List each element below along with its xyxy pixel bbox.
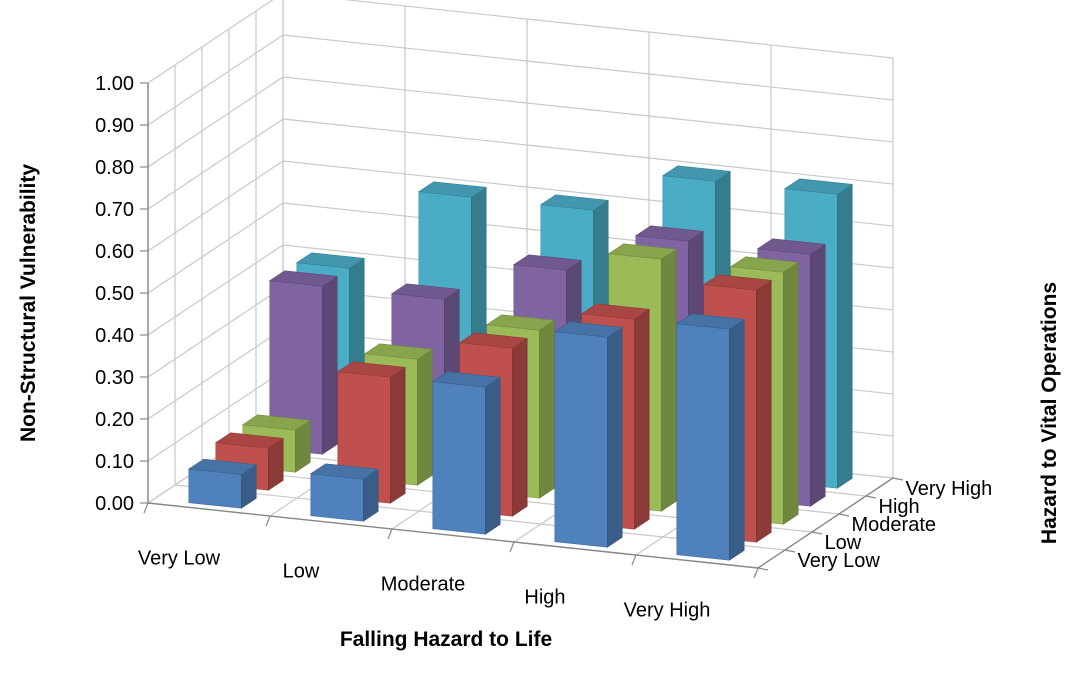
bar-top-face bbox=[539, 194, 610, 211]
bar-top-face bbox=[553, 321, 624, 338]
bar-top-face bbox=[729, 256, 800, 273]
y-tick-label: 0.90 bbox=[95, 115, 134, 137]
bar-side-face bbox=[660, 248, 677, 512]
bar-front-face bbox=[676, 323, 730, 561]
depth-tick-mark bbox=[892, 477, 904, 481]
y-tick-label: 0.50 bbox=[95, 283, 134, 305]
x-tick-mark bbox=[387, 528, 393, 540]
gridline-h bbox=[147, 34, 894, 126]
bar-side-face bbox=[321, 275, 338, 455]
depth-axis-line bbox=[757, 477, 894, 569]
y-tick-label: 0.20 bbox=[95, 409, 134, 431]
depth-tick-mark bbox=[838, 513, 850, 517]
depth-tick-mark bbox=[811, 531, 823, 535]
y-tick-label: 0.60 bbox=[95, 241, 134, 263]
y-tick-label: 0.80 bbox=[95, 157, 134, 179]
bar-side-face bbox=[538, 319, 555, 499]
bar-side-face bbox=[836, 183, 853, 489]
depth-tick-mark bbox=[865, 495, 877, 499]
x-axis-line bbox=[147, 502, 759, 569]
y-tick-label: 1.00 bbox=[95, 73, 134, 95]
bar bbox=[431, 371, 502, 535]
x-tick-mark bbox=[753, 567, 759, 579]
y-tick-label: 0.30 bbox=[95, 367, 134, 389]
bar-top-face bbox=[661, 165, 732, 182]
bar-top-face bbox=[241, 414, 312, 431]
depth-axis-title: Hazard to Vital Operations bbox=[1038, 282, 1061, 544]
depth-tick-label: High bbox=[879, 496, 920, 518]
depth-tick-label: Very Low bbox=[798, 550, 881, 572]
x-tick-mark bbox=[143, 502, 149, 514]
bar-side-face bbox=[511, 337, 528, 517]
bar-top-face bbox=[187, 458, 258, 475]
bar-front-face bbox=[432, 381, 486, 535]
bar-front-face bbox=[554, 331, 608, 548]
depth-tick-label: Very High bbox=[906, 478, 993, 500]
bar-top-face bbox=[336, 361, 407, 378]
y-axis-title: Non-Structural Vulnerability bbox=[17, 164, 40, 442]
bar-side-face bbox=[809, 243, 826, 507]
x-tick-label: Moderate bbox=[381, 574, 466, 596]
depth-tick-label: Moderate bbox=[852, 514, 937, 536]
tick-labels: 0.00 0.10 0.20 0.30 0.40 0.50 0.60 0.70 0.80 0.90… bbox=[95, 73, 992, 622]
bar-top-face bbox=[512, 254, 583, 271]
bar-top-face bbox=[634, 225, 705, 242]
gridline-h bbox=[147, 0, 894, 84]
y-tick-label: 0.10 bbox=[95, 451, 134, 473]
bar-top-face bbox=[390, 283, 461, 300]
y-tick-label: 0.40 bbox=[95, 325, 134, 347]
y-tick-label: 0.00 bbox=[95, 493, 134, 515]
gridline-h bbox=[147, 76, 894, 168]
bar-front-face bbox=[188, 468, 242, 509]
bar-side-face bbox=[633, 308, 650, 530]
bar-top-face bbox=[675, 313, 746, 330]
bar-top-face bbox=[363, 343, 434, 360]
bar-top-face bbox=[702, 274, 773, 291]
gridline-h bbox=[147, 160, 894, 252]
bar-top-face bbox=[417, 181, 488, 198]
x-axis-title: Falling Hazard to Life bbox=[340, 628, 552, 651]
bar-side-face bbox=[484, 376, 501, 535]
bar-top-face bbox=[783, 178, 854, 195]
x-tick-label: Very Low bbox=[138, 548, 221, 570]
bar-side-face bbox=[782, 261, 799, 525]
bar bbox=[553, 321, 624, 548]
bar-top-face bbox=[756, 238, 827, 255]
bar-top-face bbox=[268, 270, 339, 287]
y-tick-label: 0.70 bbox=[95, 199, 134, 221]
x-tick-label: Very High bbox=[624, 600, 711, 622]
x-tick-mark bbox=[509, 541, 515, 553]
x-tick-mark bbox=[265, 515, 271, 527]
bar-top-face bbox=[607, 243, 678, 260]
bar-top-face bbox=[214, 432, 285, 449]
bar-top-face bbox=[309, 463, 380, 480]
bar-side-face bbox=[389, 366, 406, 504]
depth-tick-mark bbox=[784, 549, 796, 553]
depth-tick-mark bbox=[757, 567, 769, 571]
bar bbox=[309, 463, 380, 522]
x-tick-label: High bbox=[524, 587, 565, 609]
bars bbox=[187, 165, 854, 561]
bar-front-face bbox=[310, 473, 364, 522]
bar bbox=[187, 458, 258, 509]
gridline-h bbox=[147, 118, 894, 210]
x-tick-mark bbox=[631, 554, 637, 566]
bar-top-face bbox=[458, 332, 529, 349]
x-tick-label: Low bbox=[283, 561, 320, 583]
bar-side-face bbox=[728, 318, 745, 561]
bar-top-face bbox=[295, 252, 366, 269]
bar-top-face bbox=[485, 314, 556, 331]
bar-side-face bbox=[416, 348, 433, 486]
bar bbox=[268, 270, 339, 455]
bar-top-face bbox=[431, 371, 502, 388]
depth-tick-label: Low bbox=[825, 532, 862, 554]
bar-side-face bbox=[606, 326, 623, 548]
bar-top-face bbox=[580, 303, 651, 320]
bar bbox=[675, 313, 746, 561]
bar-side-face bbox=[755, 279, 772, 543]
